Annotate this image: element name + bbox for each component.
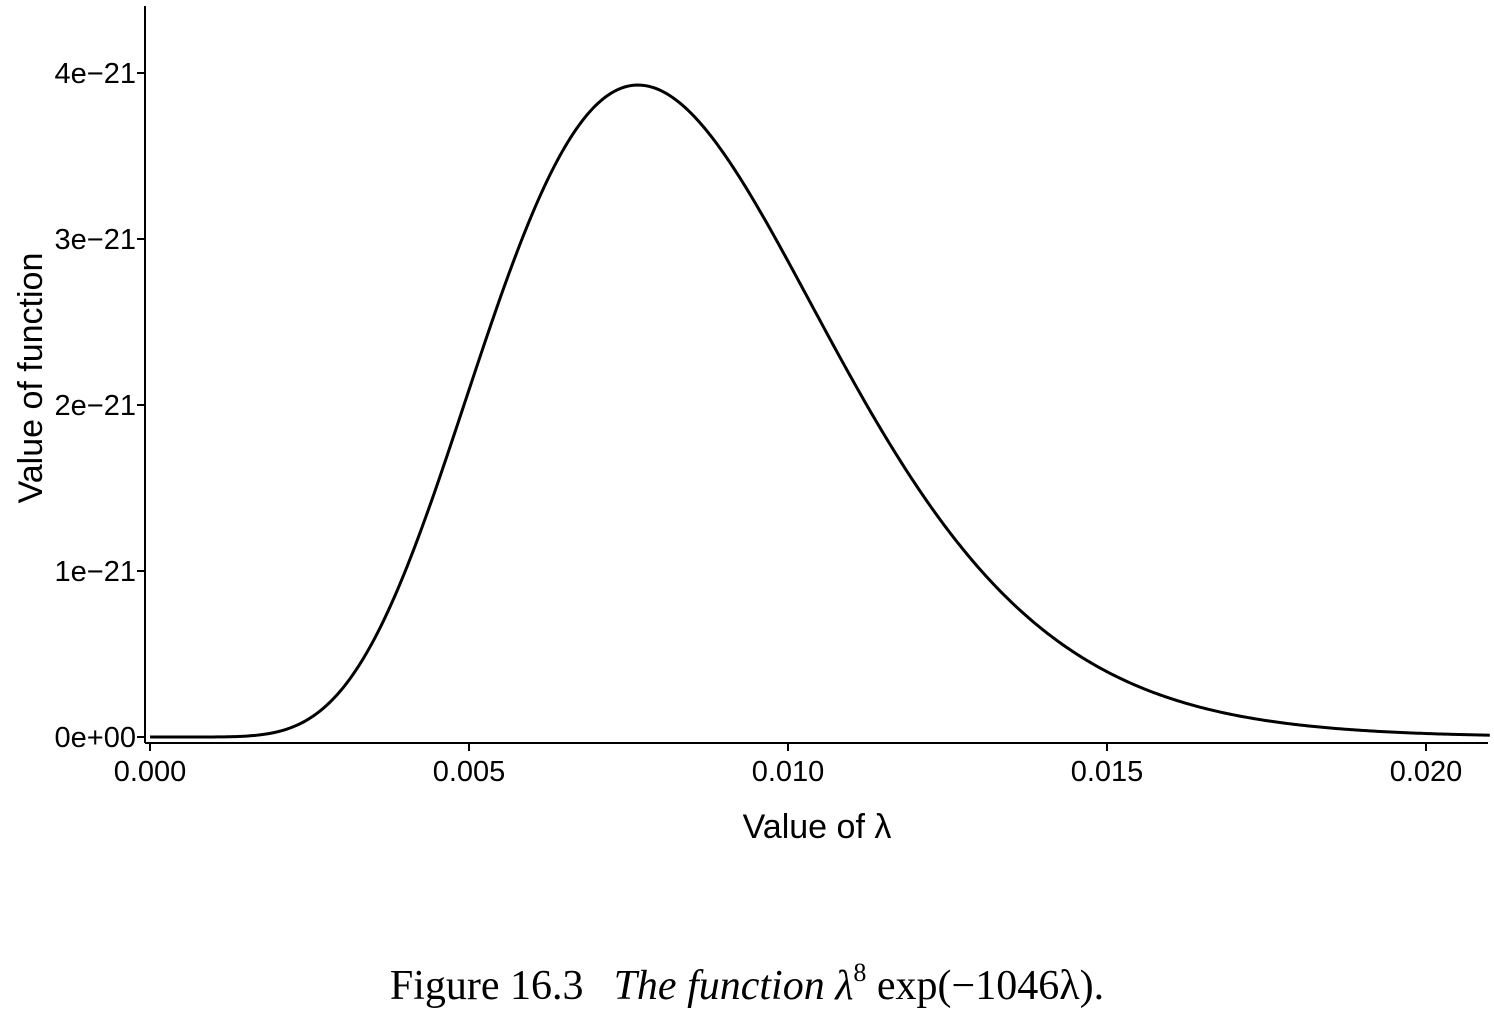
- y-ticks: 0e+00 1e−21 2e−21 3e−21 4e−21: [55, 58, 145, 754]
- figure-caption: Figure 16.3 The function λ8 exp(−1046λ).: [0, 960, 1494, 1010]
- x-tick-label: 0.010: [752, 756, 825, 788]
- line-chart: 0.000 0.005 0.010 0.015 0.020 0e+00 1e−21 2e−2…: [12, 6, 1490, 846]
- caption-exponent: 8: [853, 958, 867, 987]
- y-tick-label: 1e−21: [55, 556, 136, 588]
- x-axis-title: Value of λ: [743, 808, 892, 846]
- caption-prefix: Figure 16.3: [389, 963, 584, 1009]
- y-axis-title: Value of function: [12, 253, 50, 504]
- x-tick-label: 0.005: [433, 756, 506, 788]
- y-tick-label: 3e−21: [55, 224, 136, 256]
- caption-expression: exp(−1046λ).: [876, 963, 1105, 1009]
- y-tick-label: 0e+00: [55, 722, 136, 754]
- x-tick-label: 0.000: [114, 756, 187, 788]
- x-tick-label: 0.020: [1390, 756, 1463, 788]
- x-tick-label: 0.015: [1071, 756, 1144, 788]
- y-tick-label: 4e−21: [55, 58, 136, 90]
- x-ticks: 0.000 0.005 0.010 0.015 0.020: [114, 743, 1463, 788]
- caption-text: The function λ: [613, 963, 854, 1009]
- y-tick-label: 2e−21: [55, 390, 136, 422]
- function-curve: [150, 83, 1490, 739]
